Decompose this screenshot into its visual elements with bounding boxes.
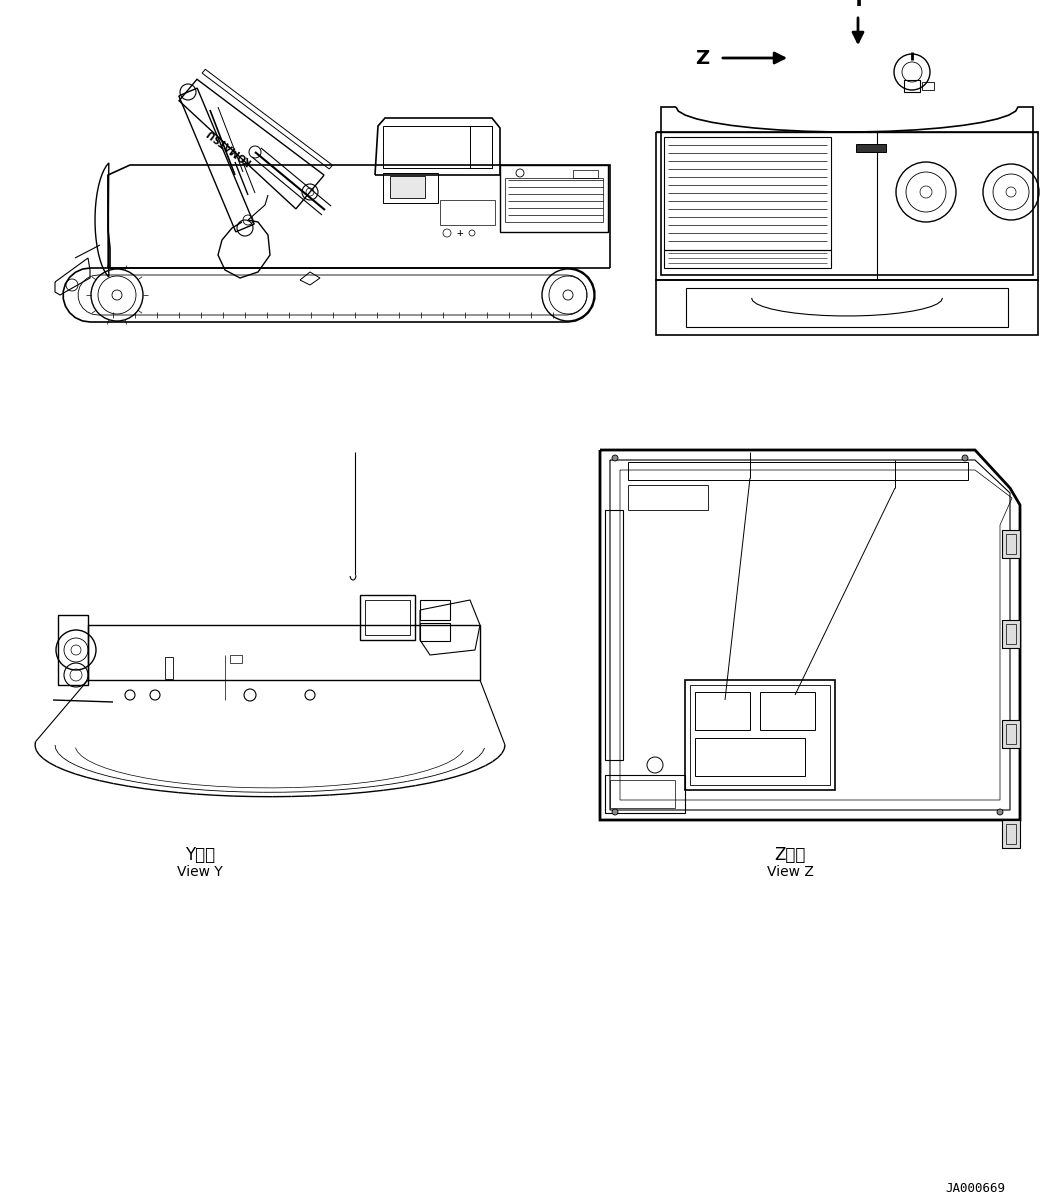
Bar	[685, 680, 836, 790]
Bar	[690, 685, 830, 785]
Bar	[695, 738, 805, 776]
Bar	[1002, 820, 1020, 847]
Bar	[500, 165, 608, 232]
Bar	[695, 692, 750, 730]
Bar	[573, 169, 598, 178]
Bar	[88, 625, 480, 680]
Bar	[383, 173, 438, 203]
Bar	[1002, 620, 1020, 648]
Bar	[610, 780, 675, 808]
Text: +: +	[456, 228, 464, 238]
Bar	[686, 288, 1008, 327]
Text: KOMATSU: KOMATSU	[204, 126, 253, 166]
Text: Y　視: Y 視	[185, 846, 215, 864]
Circle shape	[962, 456, 968, 462]
Bar	[1006, 724, 1016, 744]
Bar	[230, 655, 242, 664]
Bar	[360, 595, 415, 639]
Bar	[1006, 534, 1016, 554]
Bar	[760, 692, 815, 730]
Bar	[1006, 825, 1016, 844]
Bar	[420, 623, 450, 641]
Bar	[383, 126, 492, 168]
Bar	[605, 775, 685, 813]
Circle shape	[612, 809, 618, 815]
Text: JA000669: JA000669	[945, 1182, 1005, 1195]
Bar	[904, 81, 920, 93]
Bar	[664, 250, 831, 268]
Bar	[856, 144, 886, 151]
Bar	[628, 462, 968, 480]
Text: Z　視: Z 視	[775, 846, 806, 864]
Bar	[1002, 720, 1020, 748]
Circle shape	[997, 809, 1003, 815]
Text: View Y: View Y	[177, 865, 223, 879]
Bar	[470, 126, 492, 168]
Bar	[165, 657, 173, 679]
Text: Y: Y	[851, 0, 865, 10]
Text: Z: Z	[695, 48, 709, 67]
Bar	[505, 178, 603, 222]
Bar	[1002, 530, 1020, 558]
Bar	[440, 200, 495, 225]
Bar	[605, 510, 623, 760]
Bar	[365, 600, 410, 635]
Bar	[922, 82, 934, 90]
Bar	[1006, 624, 1016, 644]
Circle shape	[612, 456, 618, 462]
Bar	[628, 484, 708, 510]
Bar	[389, 175, 425, 198]
Bar	[664, 137, 831, 250]
Bar	[420, 600, 450, 620]
Text: View Z: View Z	[766, 865, 814, 879]
Bar	[656, 280, 1038, 335]
